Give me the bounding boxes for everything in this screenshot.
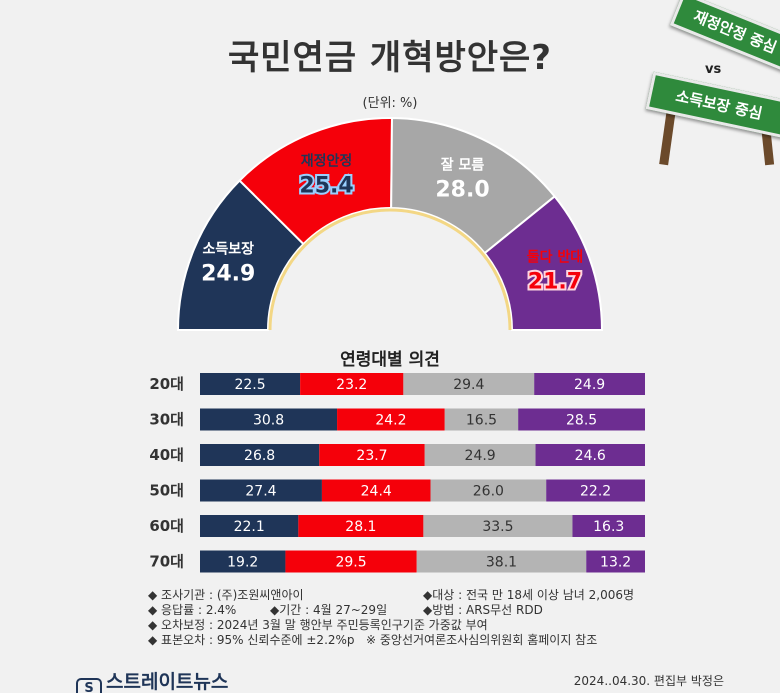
bar-value-label: 22.5 <box>234 377 265 393</box>
bar-segment <box>416 550 587 573</box>
unit-label: (단위: %) <box>362 96 418 111</box>
bar-value-label: 28.5 <box>566 413 597 429</box>
bar-value-label: 24.6 <box>575 448 606 464</box>
bar-value-label: 24.9 <box>574 377 605 393</box>
bar-value-label: 24.9 <box>465 448 496 464</box>
bar-segment <box>586 550 645 573</box>
survey-info: ◆ 조사기관 : (주)조원씨앤아이 ◆대상 : 전국 만 18세 이상 남녀 … <box>148 588 708 648</box>
bar-segment <box>300 373 404 395</box>
bar-segment <box>200 550 286 573</box>
survey-info-row: ◆ 오차보정 : 2024년 3월 말 행안부 주민등록인구기준 가중값 부여 <box>148 618 708 633</box>
bar-value-label: 26.8 <box>244 448 275 464</box>
donut-value-halo: 21.7 <box>528 269 582 294</box>
bar-segment <box>200 408 338 431</box>
brand-mark-icon: S <box>76 678 102 693</box>
bar-value-label: 29.4 <box>453 377 484 393</box>
donut-category-label: 잘 모름 <box>441 158 485 174</box>
bar-segment <box>200 515 299 537</box>
bar-segment <box>572 515 645 537</box>
donut-value-label: 28.0 <box>435 178 489 203</box>
bar-chart-title: 연령대별 의견 <box>340 349 440 370</box>
bar-segment <box>534 373 645 395</box>
survey-response-rate: ◆ 응답률 : 2.4% <box>148 603 237 617</box>
donut-value-label: 24.9 <box>201 261 255 286</box>
survey-method: ◆방법 : ARS무선 RDD <box>423 603 543 617</box>
bar-value-label: 22.1 <box>234 519 265 535</box>
bar-row-30대: 30대 30.8 24.2 16.5 28.5 <box>149 408 645 431</box>
bar-category-label: 60대 <box>149 517 184 535</box>
bar-segment <box>403 373 535 395</box>
bar-category-label: 20대 <box>149 375 184 393</box>
bar-row-60대: 60대 22.1 28.1 33.5 16.3 <box>149 515 645 537</box>
bar-category-label: 70대 <box>149 553 184 571</box>
bar-value-label: 24.4 <box>361 484 392 500</box>
bar-value-label: 28.1 <box>345 519 376 535</box>
bar-value-label: 13.2 <box>600 555 631 571</box>
bar-row-40대: 40대 26.8 23.7 24.9 24.6 <box>149 444 645 466</box>
bar-value-label: 16.5 <box>466 413 497 429</box>
survey-info-row: ◆ 표본오차 : 95% 신뢰수준에 ±2.2%p ※ 중앙선거여론조사심의위원… <box>148 633 708 648</box>
bar-segment <box>444 408 519 431</box>
bar-value-label: 29.5 <box>335 555 366 571</box>
survey-agency: ◆ 조사기관 : (주)조원씨앤아이 <box>148 588 304 602</box>
donut-inner-rim <box>268 208 512 331</box>
bar-segment <box>518 408 645 431</box>
bar-value-label: 23.2 <box>336 377 367 393</box>
bar-value-label: 33.5 <box>482 519 513 535</box>
bar-value-label: 30.8 <box>253 413 284 429</box>
bar-value-label: 23.7 <box>356 448 387 464</box>
bar-value-label: 16.3 <box>593 519 624 535</box>
donut-category-label: 재정안정 <box>301 153 353 170</box>
donut-value-label: 25.4 <box>299 174 353 199</box>
bar-segment <box>546 479 645 502</box>
survey-weighting: ◆ 오차보정 : 2024년 3월 말 행안부 주민등록인구기준 가중값 부여 <box>148 618 488 632</box>
bar-category-label: 50대 <box>149 482 184 500</box>
bar-category-label: 30대 <box>149 411 184 429</box>
bar-row-50대: 50대 27.4 24.4 26.0 22.2 <box>149 479 645 502</box>
bar-row-20대: 20대 22.5 23.2 29.4 24.9 <box>149 373 645 395</box>
bar-segment <box>321 479 431 502</box>
bar-value-label: 26.0 <box>473 484 504 500</box>
donut-slice-4 <box>483 195 604 331</box>
bar-value-label: 27.4 <box>245 484 276 500</box>
bar-segment <box>424 444 536 466</box>
brand-name: 스트레이트뉴스 <box>106 671 229 693</box>
bar-segment <box>200 479 322 502</box>
bar-row-70대: 70대 19.2 29.5 38.1 13.2 <box>149 550 645 573</box>
bar-segment <box>298 515 424 537</box>
bar-category-label: 40대 <box>149 446 184 464</box>
page-title: 국민연금 개혁방안은? <box>227 38 553 78</box>
bar-segment <box>200 373 301 395</box>
survey-target: ◆대상 : 전국 만 18세 이상 남녀 2,006명 <box>423 588 635 602</box>
bar-segment <box>423 515 573 537</box>
credit-line: 2024..04.30. 편집부 박정은 <box>573 674 724 688</box>
bar-segment <box>535 444 645 466</box>
donut-value-label: 21.7 <box>528 269 582 294</box>
sign-vs: vs <box>705 62 722 77</box>
bar-segment <box>285 550 417 573</box>
bar-segment <box>319 444 425 466</box>
survey-info-row: ◆ 조사기관 : (주)조원씨앤아이 ◆대상 : 전국 만 18세 이상 남녀 … <box>148 588 708 603</box>
donut-value-halo: 25.4 <box>299 174 353 199</box>
brand-logo: S 스트레이트뉴스 <box>76 667 228 693</box>
bar-value-label: 24.2 <box>375 413 406 429</box>
bar-segment <box>430 479 547 502</box>
bar-value-label: 19.2 <box>227 555 258 571</box>
bar-value-label: 38.1 <box>486 555 517 571</box>
donut-category-label: 둘다 반대 <box>527 248 583 265</box>
bar-segment <box>200 444 320 466</box>
survey-info-row: ◆ 응답률 : 2.4% ◆기간 : 4월 27~29일 ◆방법 : ARS무선… <box>148 603 708 618</box>
survey-period: ◆기간 : 4월 27~29일 <box>270 603 388 617</box>
donut-category-label: 소득보장 <box>202 240 254 257</box>
survey-margin-of-error: ◆ 표본오차 : 95% 신뢰수준에 ±2.2%p <box>148 633 355 647</box>
bar-segment <box>337 408 445 431</box>
bar-value-label: 22.2 <box>580 484 611 500</box>
survey-reference: ※ 중앙선거여론조사심의위원회 홈페이지 참조 <box>366 633 598 647</box>
